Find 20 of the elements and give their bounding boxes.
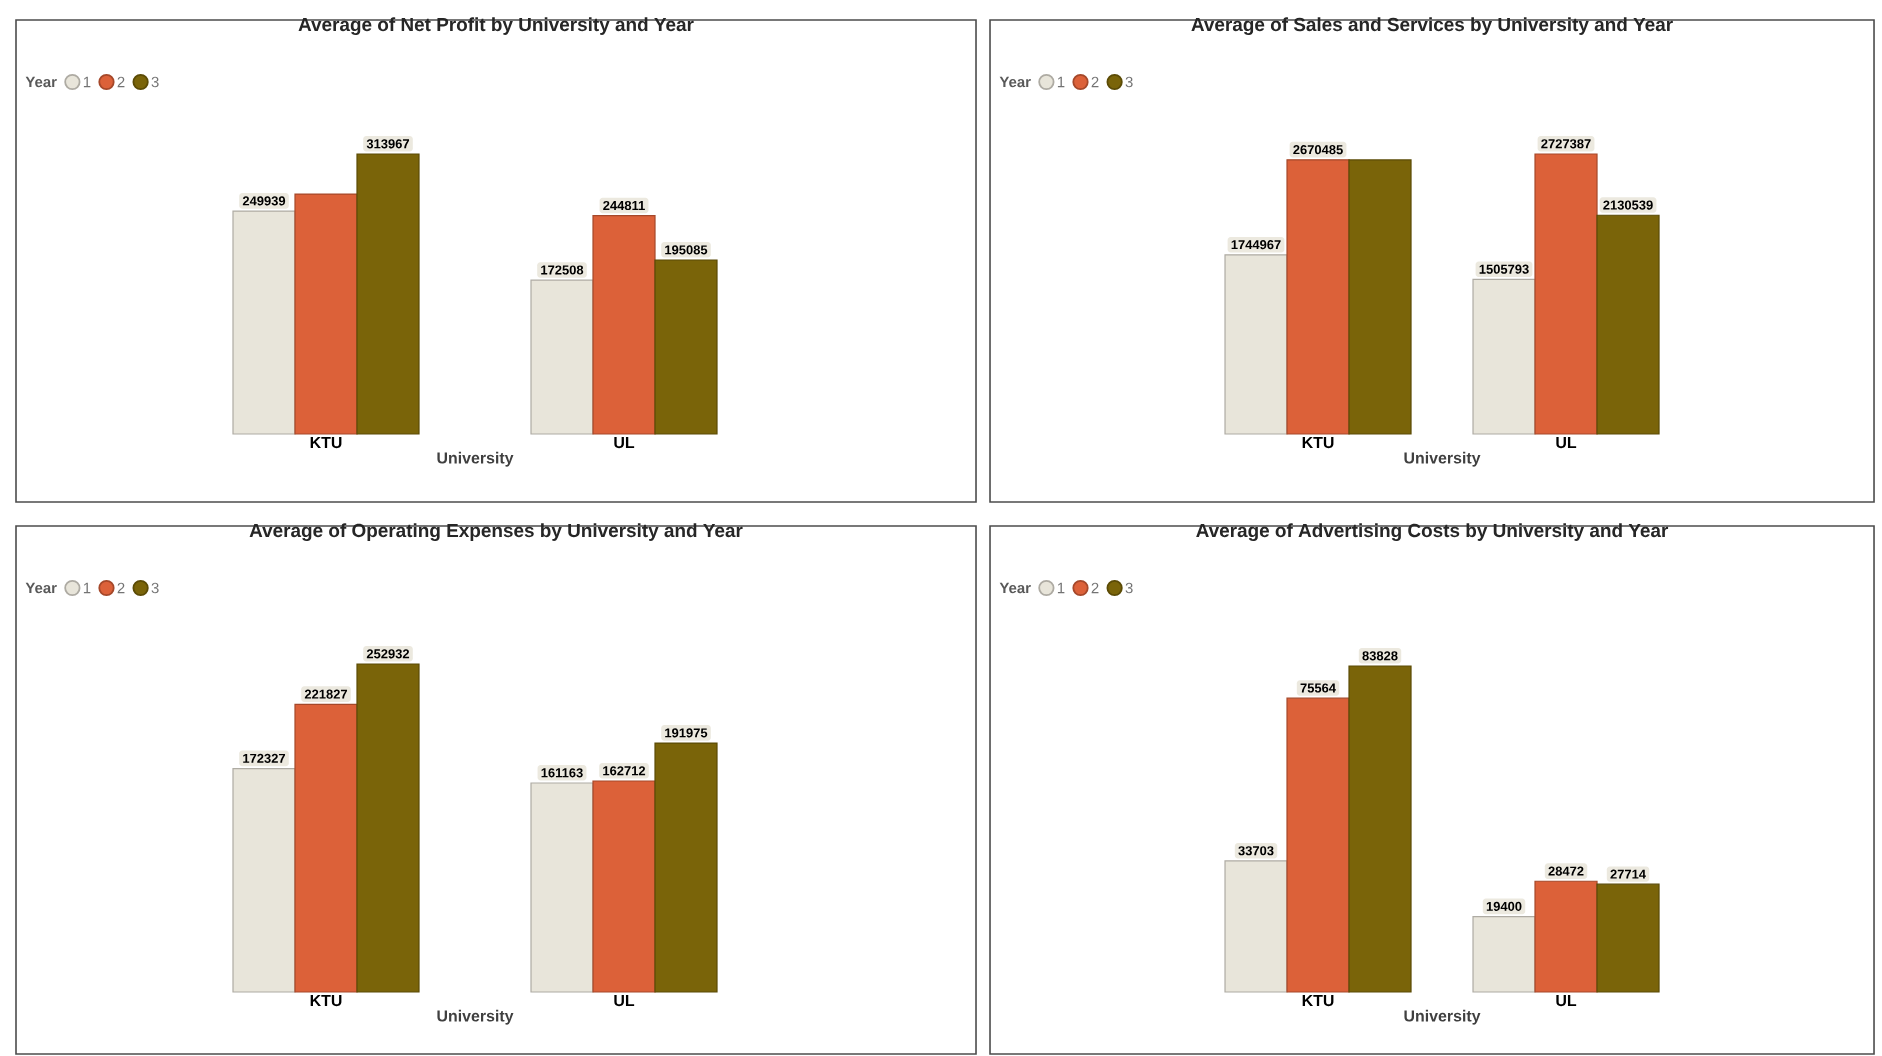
bar [294,193,358,435]
chart-title: Average of Net Profit by University and Year [298,17,694,35]
bar [592,215,656,435]
bar [1348,159,1412,435]
bar [1348,665,1412,993]
bar [356,663,420,993]
bar [1534,880,1598,993]
chart-title: Average of Sales and Services by University and Year [1191,17,1673,35]
bar [1596,883,1660,993]
bar [654,742,718,993]
bar [1534,153,1598,435]
bar [654,259,718,435]
bar [1286,159,1350,435]
bar [1286,697,1350,993]
chart-title: Average of Advertising Costs by University and Year [1196,523,1669,541]
bar [356,153,420,435]
bar [592,780,656,993]
chart-title: Average of Operating Expenses by University and Year [249,523,743,541]
bar [294,703,358,993]
bar [1596,214,1660,435]
